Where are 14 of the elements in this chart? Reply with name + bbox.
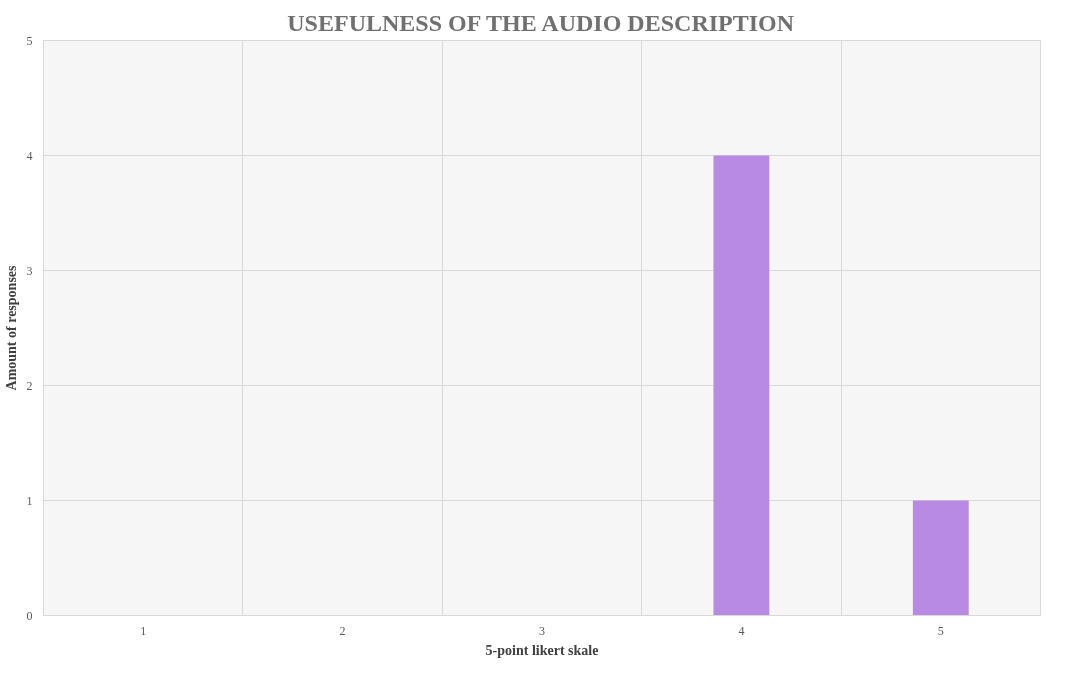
x-tick-label: 1 <box>140 623 147 638</box>
y-tick-label: 4 <box>26 148 33 163</box>
x-tick-label: 4 <box>738 623 745 638</box>
y-tick-label: 3 <box>26 263 33 278</box>
x-tick-label: 2 <box>339 623 346 638</box>
x-tick-label: 3 <box>539 623 545 638</box>
y-tick-label: 1 <box>26 493 33 508</box>
y-tick-label: 2 <box>26 378 33 393</box>
y-tick-label: 5 <box>26 33 33 48</box>
y-axis-title: Amount of responses <box>3 264 19 391</box>
chart-title: USEFULNESS OF THE AUDIO DESCRIPTION <box>287 9 795 36</box>
y-tick-label: 0 <box>26 608 33 623</box>
x-tick-label: 5 <box>937 623 944 638</box>
x-axis-title: 5-point likert skale <box>485 642 599 658</box>
